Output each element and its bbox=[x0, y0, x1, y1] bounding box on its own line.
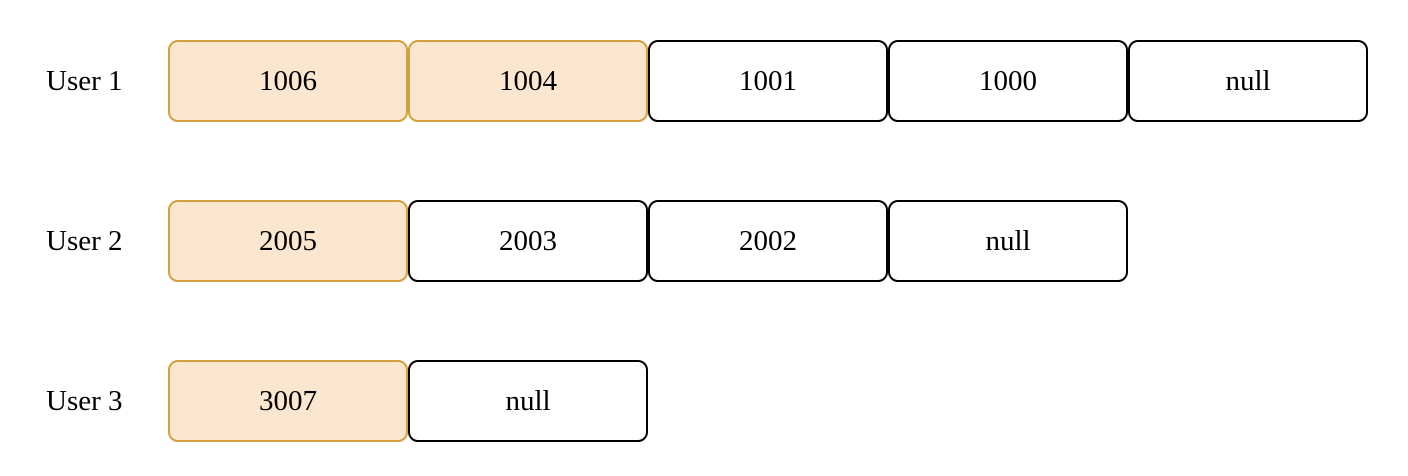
list-cell: 1006 bbox=[168, 40, 408, 122]
cell-list: 2005 2003 2002 null bbox=[168, 200, 1128, 282]
list-cell: 1004 bbox=[408, 40, 648, 122]
cell-list: 1006 1004 1001 1000 null bbox=[168, 40, 1368, 122]
user-label: User 3 bbox=[46, 385, 123, 417]
list-cell: 1000 bbox=[888, 40, 1128, 122]
list-cell: null bbox=[888, 200, 1128, 282]
cell-list: 3007 null bbox=[168, 360, 648, 442]
user-label: User 1 bbox=[46, 65, 123, 97]
user-row-1: User 1 1006 1004 1001 1000 null bbox=[0, 40, 1408, 122]
user-label: User 2 bbox=[46, 225, 123, 257]
list-cell: 3007 bbox=[168, 360, 408, 442]
list-cell: 2002 bbox=[648, 200, 888, 282]
list-cell: 2005 bbox=[168, 200, 408, 282]
list-cell: 1001 bbox=[648, 40, 888, 122]
list-cell: 2003 bbox=[408, 200, 648, 282]
list-cell: null bbox=[408, 360, 648, 442]
user-row-3: User 3 3007 null bbox=[0, 360, 1408, 442]
list-cell: null bbox=[1128, 40, 1368, 122]
user-row-2: User 2 2005 2003 2002 null bbox=[0, 200, 1408, 282]
